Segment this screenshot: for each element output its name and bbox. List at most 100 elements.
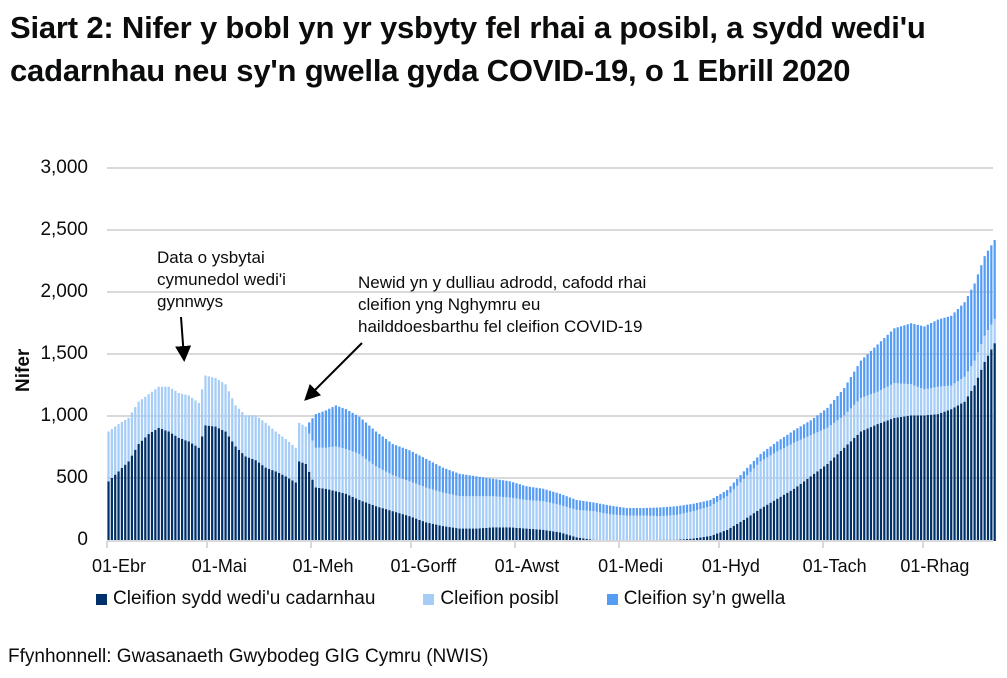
bar-segment bbox=[481, 477, 485, 497]
bar-segment bbox=[635, 508, 638, 516]
bar-segment bbox=[391, 511, 394, 541]
bar-segment bbox=[324, 488, 327, 541]
bar-segment bbox=[866, 354, 869, 396]
bar-segment bbox=[876, 424, 879, 541]
bar-segment bbox=[956, 405, 960, 541]
bar-segment bbox=[936, 319, 939, 387]
bar-segment bbox=[933, 387, 936, 415]
bar-segment bbox=[154, 429, 157, 541]
bar-segment bbox=[562, 533, 565, 541]
bar-segment bbox=[435, 464, 438, 491]
bar-segment bbox=[943, 317, 946, 387]
bar-segment bbox=[980, 369, 983, 541]
bar-segment bbox=[438, 491, 441, 526]
bar-segment bbox=[388, 510, 391, 541]
bar-segment bbox=[435, 524, 438, 541]
bar-segment bbox=[241, 412, 244, 454]
bar-segment bbox=[665, 506, 669, 516]
bar-segment bbox=[736, 485, 739, 524]
bar-segment bbox=[863, 357, 866, 397]
bar-segment bbox=[381, 436, 384, 470]
bar-segment bbox=[254, 460, 257, 541]
bar-segment bbox=[418, 485, 421, 520]
bar-segment bbox=[993, 343, 996, 541]
bar-segment bbox=[221, 429, 224, 541]
bar-segment bbox=[351, 496, 354, 541]
bar-segment bbox=[394, 445, 398, 477]
bar-segment bbox=[899, 416, 903, 541]
bar-segment bbox=[421, 521, 424, 541]
bar-segment bbox=[906, 415, 909, 541]
bar-segment bbox=[512, 482, 515, 498]
bar-segment bbox=[491, 527, 495, 541]
bar-segment bbox=[819, 412, 822, 431]
bar-segment bbox=[575, 499, 578, 510]
bar-segment bbox=[930, 414, 933, 541]
bar-segment bbox=[435, 490, 438, 525]
bar-segment bbox=[174, 390, 177, 436]
x-tick-label: 01-Gorff bbox=[390, 556, 457, 576]
bar-segment bbox=[976, 274, 980, 353]
x-tick bbox=[921, 541, 924, 548]
bar-segment bbox=[394, 476, 398, 513]
bar-segment bbox=[595, 503, 598, 512]
bar-segment bbox=[879, 422, 883, 541]
bar-segment bbox=[515, 527, 518, 541]
bar-segment bbox=[451, 471, 455, 495]
bar-segment bbox=[953, 407, 956, 541]
bar-segment bbox=[398, 477, 401, 514]
bar-segment bbox=[425, 458, 428, 488]
bar-segment bbox=[849, 408, 853, 442]
bar-segment bbox=[652, 507, 655, 516]
bar-segment bbox=[736, 523, 739, 541]
chart-title: Siart 2: Nifer y bobl yn yr ysbyty fel r… bbox=[10, 10, 926, 88]
bar-segment bbox=[923, 389, 926, 416]
bar-segment bbox=[836, 454, 839, 541]
bar-segment bbox=[234, 446, 237, 541]
bar-segment bbox=[277, 472, 281, 541]
x-tick-label: 01-Medi bbox=[598, 556, 664, 576]
bar-segment bbox=[695, 538, 699, 541]
bar-segment bbox=[582, 538, 585, 541]
bar-segment bbox=[812, 473, 816, 541]
bar-segment bbox=[405, 515, 408, 541]
bar-segment bbox=[839, 391, 842, 418]
bar-segment bbox=[331, 490, 334, 541]
bar-segment bbox=[879, 341, 883, 390]
bar-segment bbox=[649, 507, 652, 516]
bar-segment bbox=[909, 415, 913, 541]
y-tick-label: 1,500 bbox=[40, 343, 88, 364]
bar-segment bbox=[498, 479, 501, 497]
bar-segment bbox=[528, 500, 531, 529]
gridline bbox=[107, 415, 993, 417]
bar-segment bbox=[762, 506, 766, 541]
bar-segment bbox=[401, 478, 404, 515]
bar-segment bbox=[866, 395, 869, 429]
bar-segment bbox=[879, 389, 883, 423]
bar-segment bbox=[538, 529, 542, 541]
bar-segment bbox=[465, 496, 468, 529]
bar-segment bbox=[485, 477, 488, 497]
bar-segment bbox=[578, 510, 582, 538]
bar-segment bbox=[174, 435, 177, 541]
bar-segment bbox=[201, 436, 204, 541]
bar-segment bbox=[512, 527, 515, 541]
bar-segment bbox=[415, 483, 418, 519]
x-tick bbox=[617, 541, 620, 548]
bar-segment bbox=[973, 385, 976, 541]
annotation-reporting-change: Newid yn y dulliau adrodd, cafodd rhai c… bbox=[358, 273, 647, 336]
bar-segment bbox=[933, 321, 936, 388]
bar-segment bbox=[986, 250, 990, 331]
bar-segment bbox=[873, 347, 876, 393]
bar-segment bbox=[946, 410, 949, 541]
bar-segment bbox=[946, 316, 949, 386]
bar-segment bbox=[221, 382, 224, 430]
bar-segment bbox=[147, 394, 150, 435]
bar-segment bbox=[792, 430, 796, 443]
bar-segment bbox=[970, 366, 973, 391]
bar-segment bbox=[806, 478, 809, 541]
bar-segment bbox=[368, 461, 371, 504]
bar-segment bbox=[478, 496, 481, 529]
bar-segment bbox=[789, 490, 792, 541]
bar-segment bbox=[227, 436, 231, 541]
